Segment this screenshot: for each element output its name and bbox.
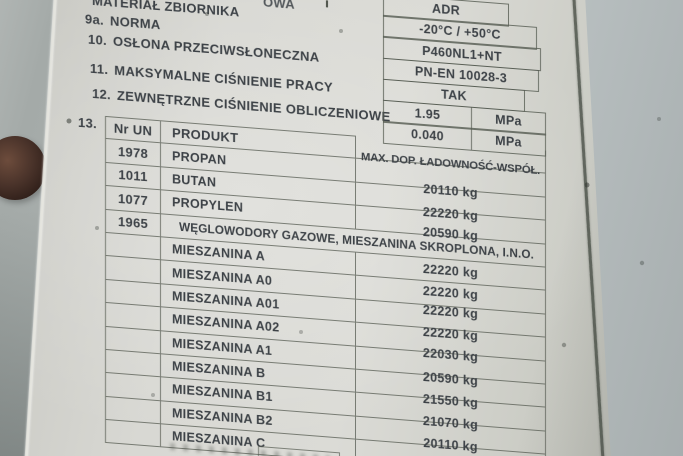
spec-label-text: OSŁONA PRZECIWSŁONECZNA [112, 33, 320, 65]
dirt-specks [0, 0, 2, 2]
spec-value-column: ADR -20°C / +50°C P460NL1+NT PN-EN 10028… [383, 0, 553, 157]
plate-content: MATERIAŁ ZBIORNIKA OWA 9a. NORMA 10. OSŁ… [30, 0, 575, 456]
section-13-number: 13. [78, 114, 97, 132]
un-product-table: Nr UN PRODUKT MAX. DOP. ŁADOWNOŚĆ-WSPÓŁ.… [105, 115, 546, 456]
load-value: 20110 kg [423, 436, 478, 455]
load-value: 22220 kg [422, 325, 479, 344]
un-cell [105, 419, 160, 448]
load-value: 22220 kg [422, 283, 479, 302]
spec-num: 11. [90, 60, 109, 78]
spec-value-text: TAK [441, 87, 467, 104]
bolt-knob [0, 136, 46, 200]
spec-label-oslona: 10. OSŁONA PRZECIWSŁONECZNA [88, 31, 320, 65]
load-value: 21070 kg [422, 413, 479, 433]
spec-label-text: ZEWNĘTRZNE CIŚNIENIE OBLICZENIOWE [116, 87, 391, 125]
load-value: 22220 kg [422, 302, 479, 322]
spec-value-text: ADR [432, 1, 460, 19]
load-value: 22030 kg [422, 345, 479, 364]
spec-label-norma: 9a. NORMA [85, 11, 161, 33]
load-value: 20590 kg [422, 370, 479, 389]
cut-text-fragment: OWA [263, 0, 295, 12]
spec-num: 10. [88, 31, 107, 49]
spec-label-text: NORMA [109, 13, 161, 33]
pressure-unit: MPa [495, 112, 522, 129]
load-value: 22220 kg [422, 262, 479, 281]
spec-num: 13. [78, 114, 97, 132]
spec-num: 12. [92, 85, 111, 103]
spec-num: 9a. [85, 11, 104, 28]
stamp-tick-mark [326, 0, 328, 8]
load-value: 21550 kg [422, 392, 479, 411]
